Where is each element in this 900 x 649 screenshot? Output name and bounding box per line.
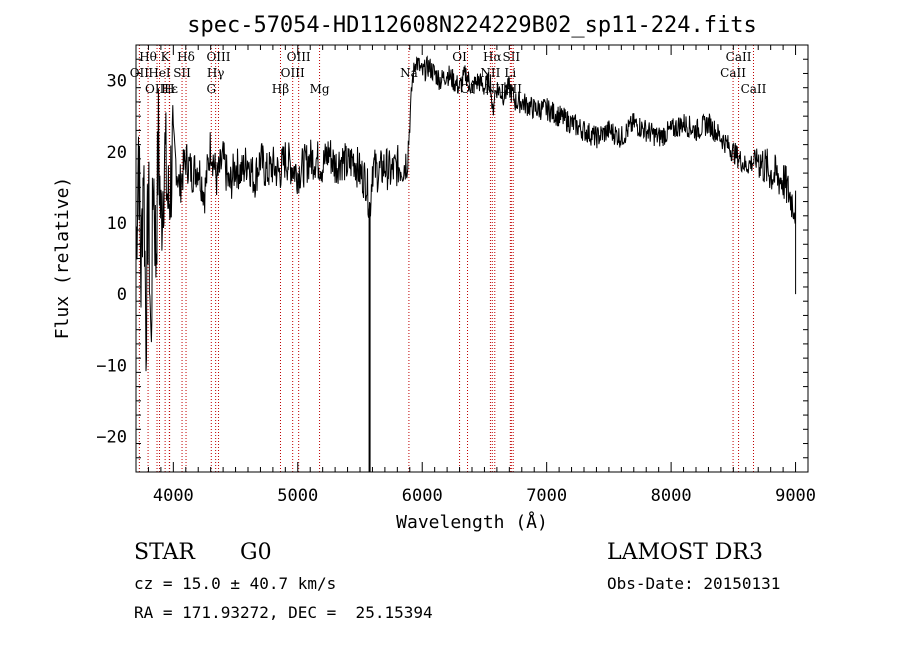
spectral-line-label: OIII <box>145 82 169 96</box>
y-axis-label: Flux (relative) <box>52 177 73 340</box>
y-tick-label: 10 <box>107 214 127 234</box>
spectral-line-label: HeI <box>148 66 171 80</box>
plot-frame <box>135 44 809 473</box>
spectral-line-label: OI <box>452 50 467 64</box>
spectral-line-label: Mg <box>310 82 330 96</box>
x-tick-label: 4000 <box>153 486 194 506</box>
spectral-line-label: OIII <box>206 50 230 64</box>
x-tick-label: 8000 <box>651 486 692 506</box>
survey-name: LAMOST DR3 <box>607 540 763 565</box>
spectral-line-label: Hγ <box>207 66 225 80</box>
spectral-line-label: CaII <box>726 50 752 64</box>
spectral-line-label: G <box>206 82 216 96</box>
spectral-line-label: CaII <box>741 82 767 96</box>
y-tick-label: 30 <box>107 72 127 92</box>
subclass: G0 <box>240 540 272 565</box>
spectral-line-label: Li <box>504 66 516 80</box>
x-tick-label: 5000 <box>277 486 318 506</box>
x-tick-label: 9000 <box>775 486 816 506</box>
spectral-line-label: CaII <box>720 66 746 80</box>
spectral-line-label: H <box>164 82 174 96</box>
spectral-line-label: Hθ <box>139 50 157 64</box>
chart-title: spec-57054-HD112608N224229B02_sp11-224.f… <box>187 13 757 38</box>
x-axis: 4000 5000 6000 7000 8000 9000 <box>135 45 816 506</box>
spectrum-line <box>135 55 797 372</box>
spectral-line-label: OIII <box>287 50 311 64</box>
spectral-line-label: K <box>161 50 171 64</box>
spectral-line-label: OIII <box>281 66 305 80</box>
y-axis: −20 −10 0 10 20 30 <box>96 44 808 473</box>
x-axis-label: Wavelength (Å) <box>396 511 548 533</box>
spectral-line-label: Hβ <box>272 82 289 96</box>
y-tick-label: 20 <box>107 143 127 163</box>
spectral-line-label: SII <box>173 66 191 80</box>
y-tick-label: 0 <box>117 285 127 305</box>
spectral-line-label: Hε <box>161 82 178 96</box>
y-tick-label: −20 <box>96 427 127 447</box>
object-type: STAR <box>134 540 195 565</box>
ra-dec: RA = 171.93272, DEC = 25.15394 <box>134 603 433 622</box>
spectral-line-label: Hα <box>483 50 502 64</box>
y-tick-label: −10 <box>96 356 127 376</box>
x-tick-label: 6000 <box>402 486 443 506</box>
obs-date: Obs-Date: 20150131 <box>607 574 781 593</box>
redshift-cz: cz = 15.0 ± 40.7 km/s <box>134 574 337 593</box>
spectral-line-label: SII <box>502 50 520 64</box>
spectral-line-label: Hδ <box>177 50 195 64</box>
x-tick-label: 7000 <box>526 486 567 506</box>
